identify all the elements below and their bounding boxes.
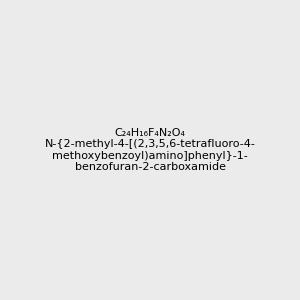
Text: C₂₄H₁₆F₄N₂O₄
N-{2-methyl-4-[(2,3,5,6-tetrafluoro-4-
methoxybenzoyl)amino]phenyl}: C₂₄H₁₆F₄N₂O₄ N-{2-methyl-4-[(2,3,5,6-tet… bbox=[45, 128, 255, 172]
